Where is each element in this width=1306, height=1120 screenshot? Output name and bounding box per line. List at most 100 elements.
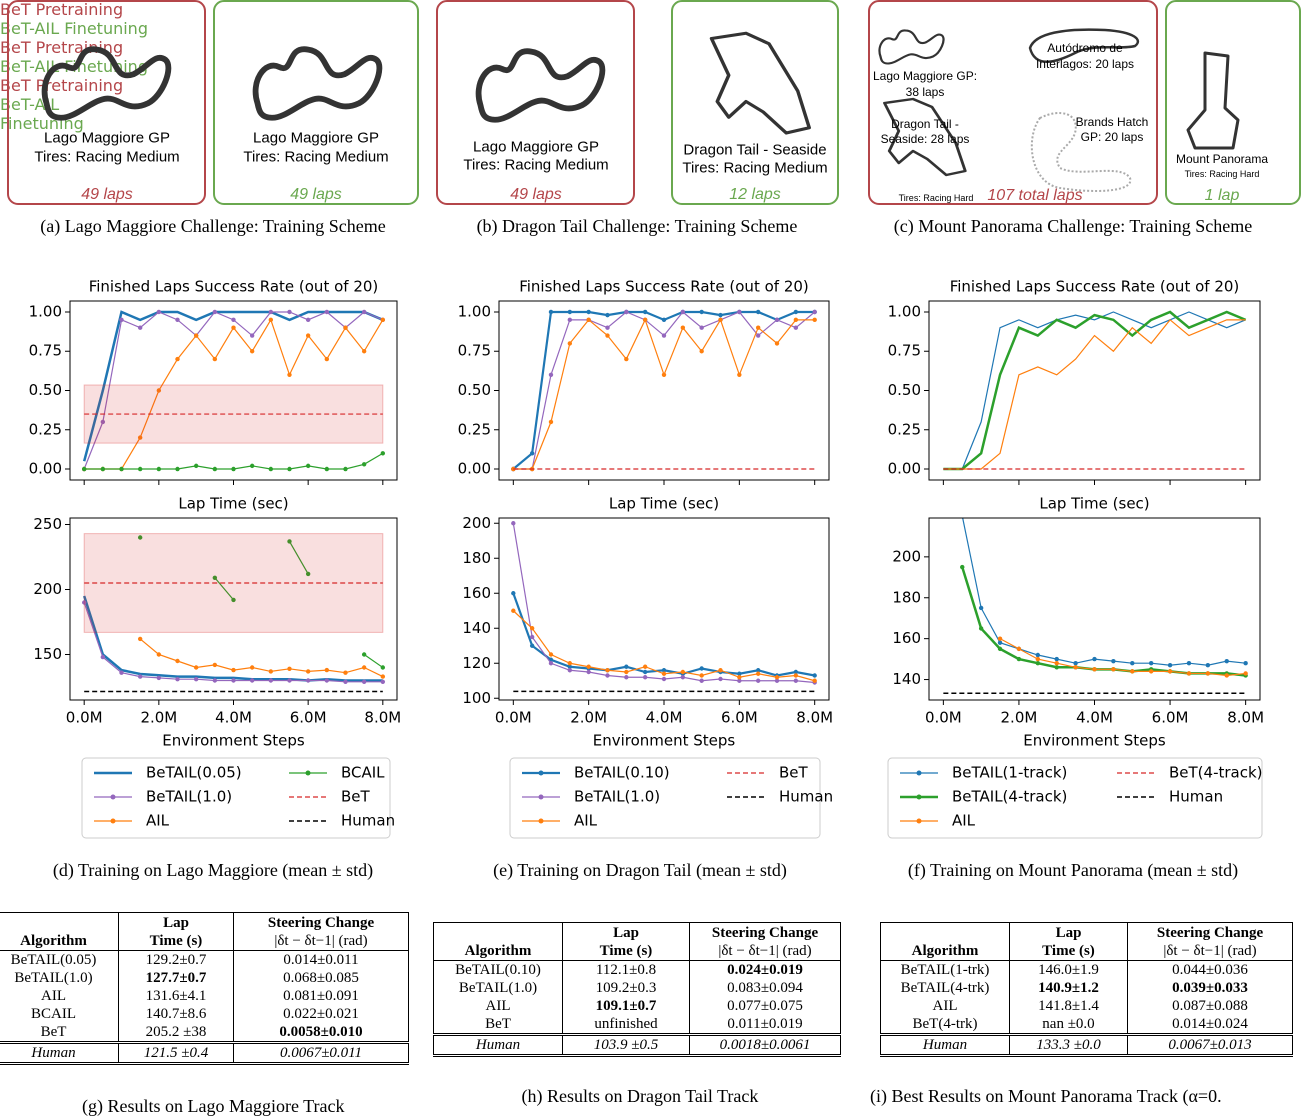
- table-caption: (h) Results on Dragon Tail Track: [521, 1086, 759, 1106]
- legend-label: BeT(4-track): [1169, 764, 1263, 782]
- table-cell: 109.2±0.3: [562, 979, 690, 997]
- scheme-caption: (a) Lago Maggiore Challenge: Training Sc…: [40, 216, 385, 237]
- track-label: Tires: Racing Medium: [243, 148, 389, 166]
- legend-marker: [916, 794, 922, 800]
- point: [737, 671, 742, 676]
- table-caption: (i) Best Results on Mount Panorama Track…: [870, 1086, 1222, 1106]
- point: [548, 419, 554, 425]
- point: [361, 665, 367, 670]
- panel-title: BeT Pretraining: [0, 38, 124, 57]
- legend-box: [509, 757, 821, 839]
- table-cell: 0.0018±0.0061: [689, 1033, 841, 1057]
- x-tick-label: 2.0M: [1001, 709, 1038, 727]
- track-label: Tires: Racing Medium: [34, 148, 180, 166]
- point: [1130, 660, 1135, 666]
- point: [793, 673, 799, 678]
- point: [305, 678, 311, 683]
- table-cell: AIL: [880, 997, 1010, 1015]
- table-cell: BeT: [0, 1023, 119, 1043]
- series-line: [82, 595, 383, 682]
- panel-box: [7, 0, 206, 205]
- point: [1111, 658, 1116, 664]
- x-tick-label: 4.0M: [1076, 709, 1113, 727]
- header-line: Time (s): [149, 933, 203, 949]
- legend-label: BeTAIL(1.0): [574, 788, 660, 806]
- lap-count: 12 laps: [729, 186, 781, 203]
- track-label: Lago Maggiore GP: [44, 129, 170, 147]
- track-maps: [41, 28, 1240, 192]
- series-line: [999, 638, 1246, 677]
- point: [231, 597, 236, 603]
- point: [737, 309, 742, 315]
- point: [193, 333, 199, 338]
- std-band: [83, 384, 384, 444]
- legend-label: BeTAIL(1-track): [952, 764, 1067, 782]
- point: [119, 317, 124, 323]
- point: [642, 309, 648, 315]
- table-cell: 0.0067±0.013: [1127, 1033, 1293, 1057]
- y-tick-label: 0.00: [29, 460, 62, 478]
- legend-label: Human: [341, 812, 395, 830]
- table-cell: 133.3 ±0.0: [1009, 1033, 1128, 1057]
- y-tick-label: 0.25: [29, 420, 62, 438]
- x-tick-label: 6.0M: [721, 709, 758, 727]
- track-map: [252, 46, 383, 121]
- y-tick-label: 0.00: [458, 460, 491, 478]
- point: [249, 463, 255, 469]
- panel-caption: (e) Training on Dragon Tail (mean ± std): [493, 860, 787, 881]
- table-cell: BeTAIL(4-trk): [880, 979, 1010, 997]
- track-label: Tires: Racing Hard: [898, 193, 974, 203]
- track-map: [41, 46, 172, 121]
- point: [812, 309, 817, 315]
- track-label: Lago Maggiore GP:: [872, 69, 978, 83]
- point: [231, 678, 236, 683]
- point: [380, 679, 386, 684]
- point: [529, 634, 535, 640]
- header-line: Algorithm: [20, 933, 87, 949]
- point: [605, 668, 610, 673]
- point: [287, 309, 292, 315]
- y-tick-label: 160: [892, 629, 921, 647]
- point: [1148, 660, 1154, 666]
- table-cell: 0.077±0.075: [689, 997, 841, 1015]
- point: [699, 678, 704, 683]
- plot-frame: [498, 300, 830, 481]
- legend-marker: [916, 818, 922, 824]
- point: [1111, 667, 1116, 672]
- point: [249, 665, 255, 670]
- point: [997, 640, 1003, 645]
- point: [755, 333, 761, 338]
- table-cell: AIL: [433, 997, 563, 1015]
- x-tick-label: 4.0M: [646, 709, 683, 727]
- point: [287, 678, 292, 683]
- series-line: [512, 592, 815, 677]
- point: [231, 466, 236, 472]
- lap-count: 1 lap: [1204, 187, 1240, 204]
- x-tick-label: 0.0M: [66, 709, 103, 727]
- point: [156, 652, 162, 657]
- series-line: [214, 541, 384, 668]
- panel-title: BeT Pretraining: [0, 76, 124, 95]
- point: [343, 325, 348, 330]
- point: [978, 626, 984, 631]
- track-label: Lago Maggiore GP: [473, 138, 599, 156]
- point: [212, 575, 218, 580]
- results-table: Algorithm Lap Time (s) Steering Change |δt −…: [880, 922, 1293, 1057]
- table-row: BeT(4-trk) nan ±0.0 0.014±0.024: [880, 1015, 1293, 1035]
- table-cell: 121.5 ±0.4: [118, 1041, 234, 1065]
- point: [1167, 663, 1173, 668]
- point: [268, 678, 274, 683]
- legend-label: BeTAIL(0.05): [146, 764, 242, 782]
- y-tick-label: 140: [892, 670, 921, 688]
- lap-count: 49 laps: [290, 186, 342, 203]
- point: [586, 309, 591, 315]
- point: [361, 679, 367, 684]
- point: [699, 673, 704, 678]
- table-cell: 0.068±0.085: [233, 969, 409, 987]
- table-cell: BeTAIL(0.05): [0, 950, 119, 969]
- point: [1054, 660, 1059, 666]
- legend-label: Human: [779, 788, 833, 806]
- track-label: Tires: Racing Hard: [1184, 169, 1260, 179]
- point: [1035, 660, 1041, 666]
- track-label: GP: 20 laps: [1080, 130, 1144, 144]
